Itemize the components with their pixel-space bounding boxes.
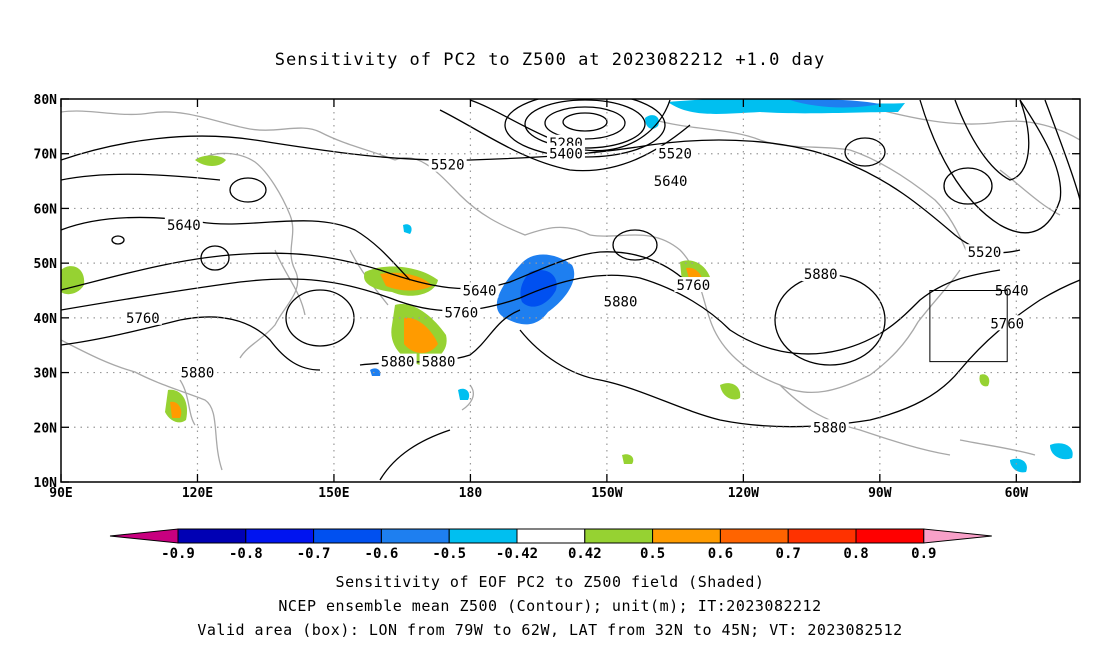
lat-tick-label: 10N [34,476,58,491]
contour-label-background [651,173,690,189]
lat-tick-label: 40N [34,312,58,327]
valid-area-box [929,290,1008,363]
lat-tick-label: 30N [34,367,58,382]
contour-label-background [992,282,1031,298]
colorbar-segment [787,528,857,544]
contour-label: 5760 [676,278,710,294]
contour-label: 5520 [658,147,692,163]
plot-frame [60,98,1081,483]
contour-label-background [428,156,467,172]
contour-label: 5640 [167,218,201,234]
contour-label-background [378,353,417,369]
contour-label-background [123,309,162,325]
colorbar-segment [177,528,247,544]
contour-label: 5880 [181,366,215,382]
colorbar-segment [516,528,586,544]
caption-line-1: Sensitivity of EOF PC2 to Z500 field (Sh… [335,573,765,591]
colorbar-segment [313,528,382,544]
contour-label: 5640 [463,284,497,300]
colorbar-label: -0.42 [496,546,538,562]
contour-labels: 5280540055205520564055205640564057605760… [123,134,1031,436]
contour-label: 5880 [813,420,847,436]
contour-label: 5640 [995,284,1029,300]
contour-label-background [419,353,458,369]
colorbar-label: -0.8 [229,546,263,562]
colorbar-label: 0.9 [911,546,936,562]
contour-label: 5880 [381,355,415,371]
contour-label-background [460,282,499,298]
lat-tick-label: 70N [34,148,58,163]
lon-tick-label: 120W [728,486,759,501]
lat-lon-grid [61,99,1080,482]
colorbar-label: 0.42 [568,546,602,562]
contour-label: 5880 [604,294,638,310]
caption-line-3: Valid area (box): LON from 79W to 62W, L… [197,621,903,639]
contour-label: 5760 [444,305,478,321]
lon-tick-label: 60W [1005,486,1029,501]
colorbar: -0.9 -0.8 -0.7 -0.6 -0.5 -0.42 0.42 0.5 0.6 0.7 0.… [109,528,992,562]
lon-tick-label: 90W [868,486,892,501]
colorbar-low-arrow [109,528,179,544]
contour-label: 5520 [431,158,465,174]
colorbar-segment [448,528,518,544]
colorbar-label: -0.6 [365,546,399,562]
contour-label: 5400 [549,147,583,163]
contour-label-background [656,145,695,161]
valid-area-rectangle [929,290,1008,363]
contour-label-background [674,277,713,293]
colorbar-segment [380,528,450,544]
contour-label-background [164,216,203,232]
colorbar-label: -0.5 [432,546,466,562]
contour-label-background [965,244,1004,260]
lat-tick-label: 50N [34,257,58,272]
contour-label: 5760 [126,311,160,327]
caption-line-2: NCEP ensemble mean Z500 (Contour); unit(… [278,597,822,615]
colorbar-segment [719,528,789,544]
colorbar-segment [584,528,654,544]
colorbar-segment [245,528,315,544]
lon-tick-label: 90E [49,486,72,501]
contour-label-background [546,145,585,161]
colorbar-high-arrow [923,528,992,544]
lat-tick-label: 20N [34,421,58,436]
contour-label: 5520 [968,245,1002,261]
contour-label-background [178,364,217,380]
colorbar-label: 0.7 [776,546,801,562]
contour-label: 5640 [654,174,688,190]
colorbar-label: -0.9 [161,546,195,562]
contour-label-background [442,304,481,320]
colorbar-label: -0.7 [297,546,331,562]
lon-tick-label: 120E [182,486,213,501]
colorbar-segment [855,528,925,544]
colorbar-segment [652,528,721,544]
lat-tick-label: 80N [34,93,58,108]
contour-label-background [801,266,840,282]
map-title: Sensitivity of PC2 to Z500 at 2023082212… [274,50,826,70]
contour-label-background [810,419,849,435]
lon-tick-label: 150W [591,486,622,501]
lon-tick-label: 150E [318,486,349,501]
lon-tick-label: 180 [459,486,483,501]
colorbar-label: 0.5 [640,546,665,562]
colorbar-label: 0.8 [843,546,868,562]
contour-label: 5880 [804,267,838,283]
lat-tick-label: 60N [34,202,58,217]
contour-label: 5880 [422,355,456,371]
sensitivity-shading [61,99,1073,473]
coastlines [61,109,1080,471]
colorbar-label: 0.6 [708,546,733,562]
contour-label-background [601,293,640,309]
